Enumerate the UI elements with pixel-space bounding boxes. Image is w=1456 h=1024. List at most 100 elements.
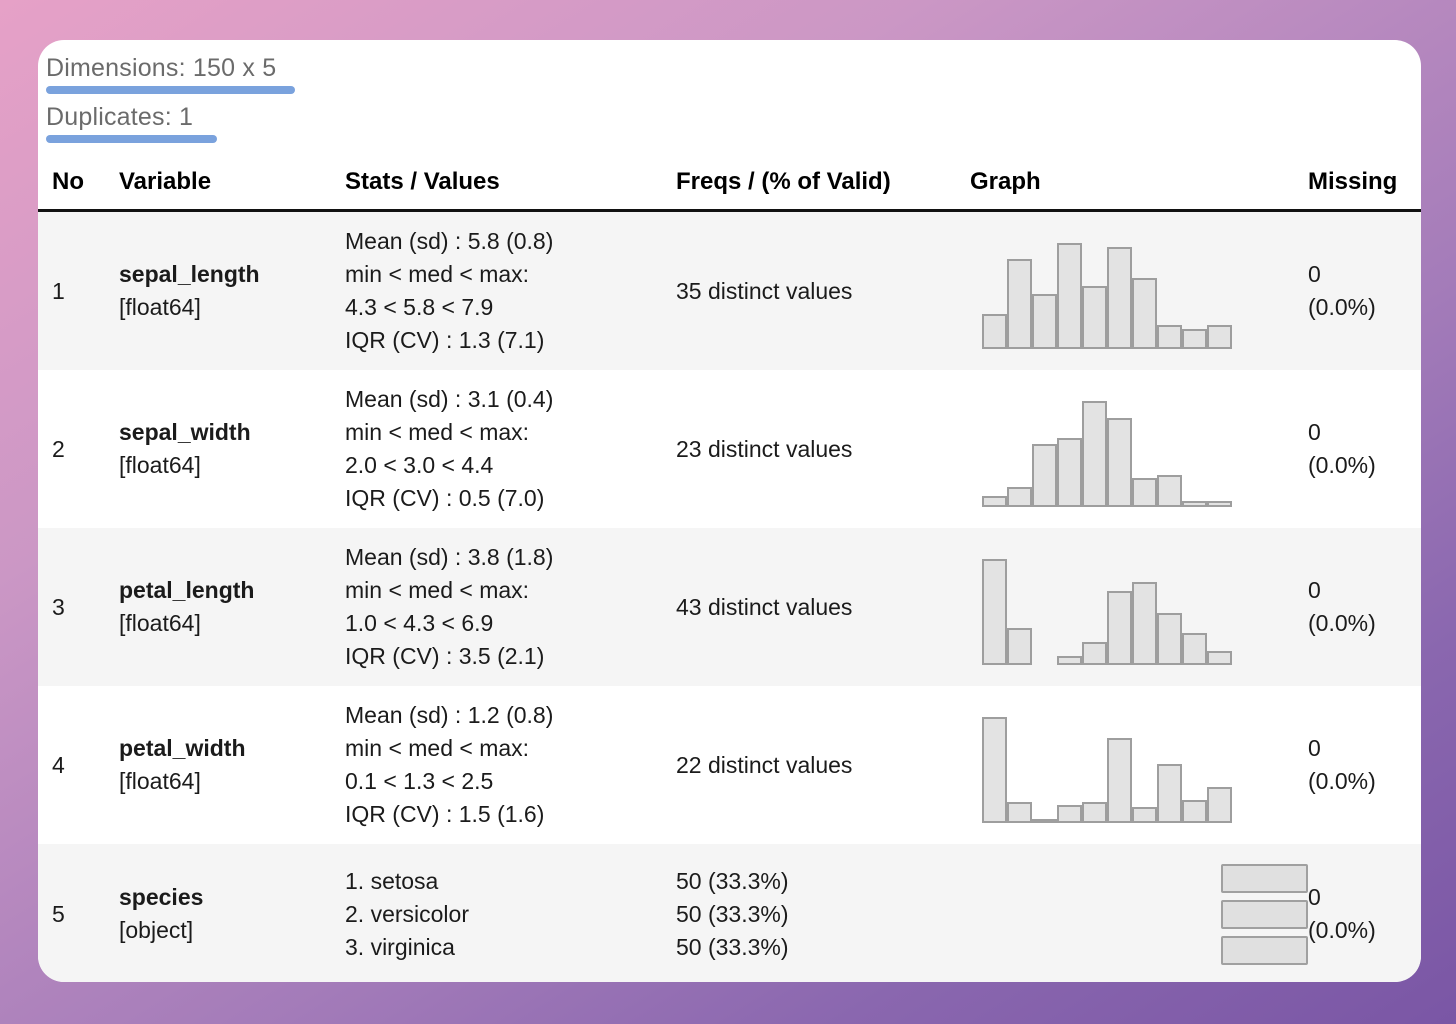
dimensions-row: Dimensions: 150 x 5 (46, 54, 1421, 94)
histogram-bar (1082, 286, 1107, 349)
table-header-row: No Variable Stats / Values Freqs / (% of… (38, 168, 1421, 212)
duplicates-underline (46, 135, 217, 143)
table-row: 5 species [object] 1. setosa 2. versicol… (38, 844, 1421, 982)
row-number: 2 (52, 435, 65, 462)
duplicates-label: Duplicates: 1 (46, 103, 194, 131)
header-missing: Missing (1308, 168, 1398, 195)
variable-cell: petal_width [float64] (119, 732, 345, 798)
histogram-bar (982, 496, 1007, 507)
histogram-bar (1107, 591, 1132, 665)
histogram-bar (1057, 243, 1082, 349)
freqs-cell: 43 distinct values (676, 593, 853, 620)
category-bar (1221, 899, 1308, 929)
category-bar (1221, 863, 1308, 893)
histogram-bar (1157, 764, 1182, 823)
duplicates-row: Duplicates: 1 (46, 103, 1421, 143)
histogram (970, 233, 1308, 349)
histogram-bar (1182, 501, 1207, 507)
missing-cell: 0 (0.0%) (1308, 261, 1376, 320)
variable-name: petal_length (119, 577, 255, 603)
table-row: 1 sepal_length [float64] Mean (sd) : 5.8… (38, 212, 1421, 370)
histogram-bar (1182, 633, 1207, 665)
variable-type: [float64] (119, 768, 201, 794)
histogram-bar (1207, 325, 1232, 349)
variable-type: [float64] (119, 452, 201, 478)
variable-name: sepal_width (119, 419, 251, 445)
histogram-bar (1057, 438, 1082, 507)
stats-cell: 1. setosa 2. versicolor 3. virginica (345, 867, 469, 960)
missing-cell: 0 (0.0%) (1308, 577, 1376, 636)
dataset-meta: Dimensions: 150 x 5 Duplicates: 1 (38, 40, 1421, 152)
histogram-bar (1057, 656, 1082, 665)
freqs-cell: 50 (33.3%) 50 (33.3%) 50 (33.3%) (676, 867, 789, 960)
variable-type: [float64] (119, 610, 201, 636)
histogram (970, 549, 1308, 665)
header-graph: Graph (970, 168, 1041, 195)
histogram (970, 391, 1308, 507)
freqs-cell: 23 distinct values (676, 435, 853, 462)
category-bars (970, 863, 1308, 965)
histogram-bar (1007, 487, 1032, 507)
variable-type: [object] (119, 917, 194, 943)
freqs-cell: 22 distinct values (676, 751, 853, 778)
header-variable: Variable (119, 168, 212, 195)
histogram-bar (1207, 787, 1232, 823)
histogram-bar (1082, 642, 1107, 665)
missing-cell: 0 (0.0%) (1308, 419, 1376, 478)
histogram-bar (1132, 582, 1157, 665)
variable-cell: petal_length [float64] (119, 574, 345, 640)
histogram-bar (982, 717, 1007, 823)
histogram-bar (1157, 475, 1182, 507)
header-stats: Stats / Values (345, 168, 500, 195)
histogram-bar (982, 314, 1007, 349)
histogram-bar (1007, 802, 1032, 823)
histogram-bar (1107, 418, 1132, 507)
histogram-bar (1082, 401, 1107, 507)
histogram-bar (1182, 329, 1207, 349)
histogram-bar (1007, 628, 1032, 665)
row-number: 3 (52, 593, 65, 620)
row-number: 1 (52, 277, 65, 304)
dimensions-underline (46, 86, 295, 94)
header-freqs: Freqs / (% of Valid) (676, 168, 891, 195)
histogram-bar (1207, 501, 1232, 507)
histogram-bar (1107, 738, 1132, 823)
table-row: 3 petal_length [float64] Mean (sd) : 3.8… (38, 528, 1421, 686)
histogram-bar (982, 559, 1007, 665)
variable-type: [float64] (119, 294, 201, 320)
histogram (970, 707, 1308, 823)
table-row: 4 petal_width [float64] Mean (sd) : 1.2 … (38, 686, 1421, 844)
histogram-bar (1182, 800, 1207, 823)
variable-cell: sepal_width [float64] (119, 416, 345, 482)
summary-card: Dimensions: 150 x 5 Duplicates: 1 No Var… (38, 40, 1421, 982)
row-number: 5 (52, 900, 65, 927)
histogram-bar (1132, 478, 1157, 507)
histogram-bar (1032, 444, 1057, 507)
histogram-bar (1207, 651, 1232, 665)
variable-cell: species [object] (119, 881, 345, 947)
stats-cell: Mean (sd) : 1.2 (0.8) min < med < max: 0… (345, 702, 554, 827)
table-row: 2 sepal_width [float64] Mean (sd) : 3.1 … (38, 370, 1421, 528)
variable-name: petal_width (119, 735, 246, 761)
freqs-cell: 35 distinct values (676, 277, 853, 304)
header-no: No (52, 168, 84, 195)
histogram-bar (1032, 819, 1057, 823)
variable-name: sepal_length (119, 261, 260, 287)
histogram-bar (1057, 805, 1082, 823)
dimensions-label: Dimensions: 150 x 5 (46, 54, 277, 82)
histogram-bar (1157, 325, 1182, 349)
missing-cell: 0 (0.0%) (1308, 884, 1376, 943)
row-number: 4 (52, 751, 65, 778)
histogram-bar (1107, 247, 1132, 349)
histogram-bar (1082, 802, 1107, 823)
histogram-bar (1007, 259, 1032, 349)
stats-cell: Mean (sd) : 3.8 (1.8) min < med < max: 1… (345, 544, 554, 669)
missing-cell: 0 (0.0%) (1308, 735, 1376, 794)
histogram-bar (1132, 807, 1157, 823)
variable-name: species (119, 884, 204, 910)
stats-cell: Mean (sd) : 5.8 (0.8) min < med < max: 4… (345, 228, 554, 353)
histogram-bar (1032, 294, 1057, 349)
histogram-bar (1132, 278, 1157, 349)
histogram-bar (1157, 613, 1182, 665)
category-bar (1221, 935, 1308, 965)
